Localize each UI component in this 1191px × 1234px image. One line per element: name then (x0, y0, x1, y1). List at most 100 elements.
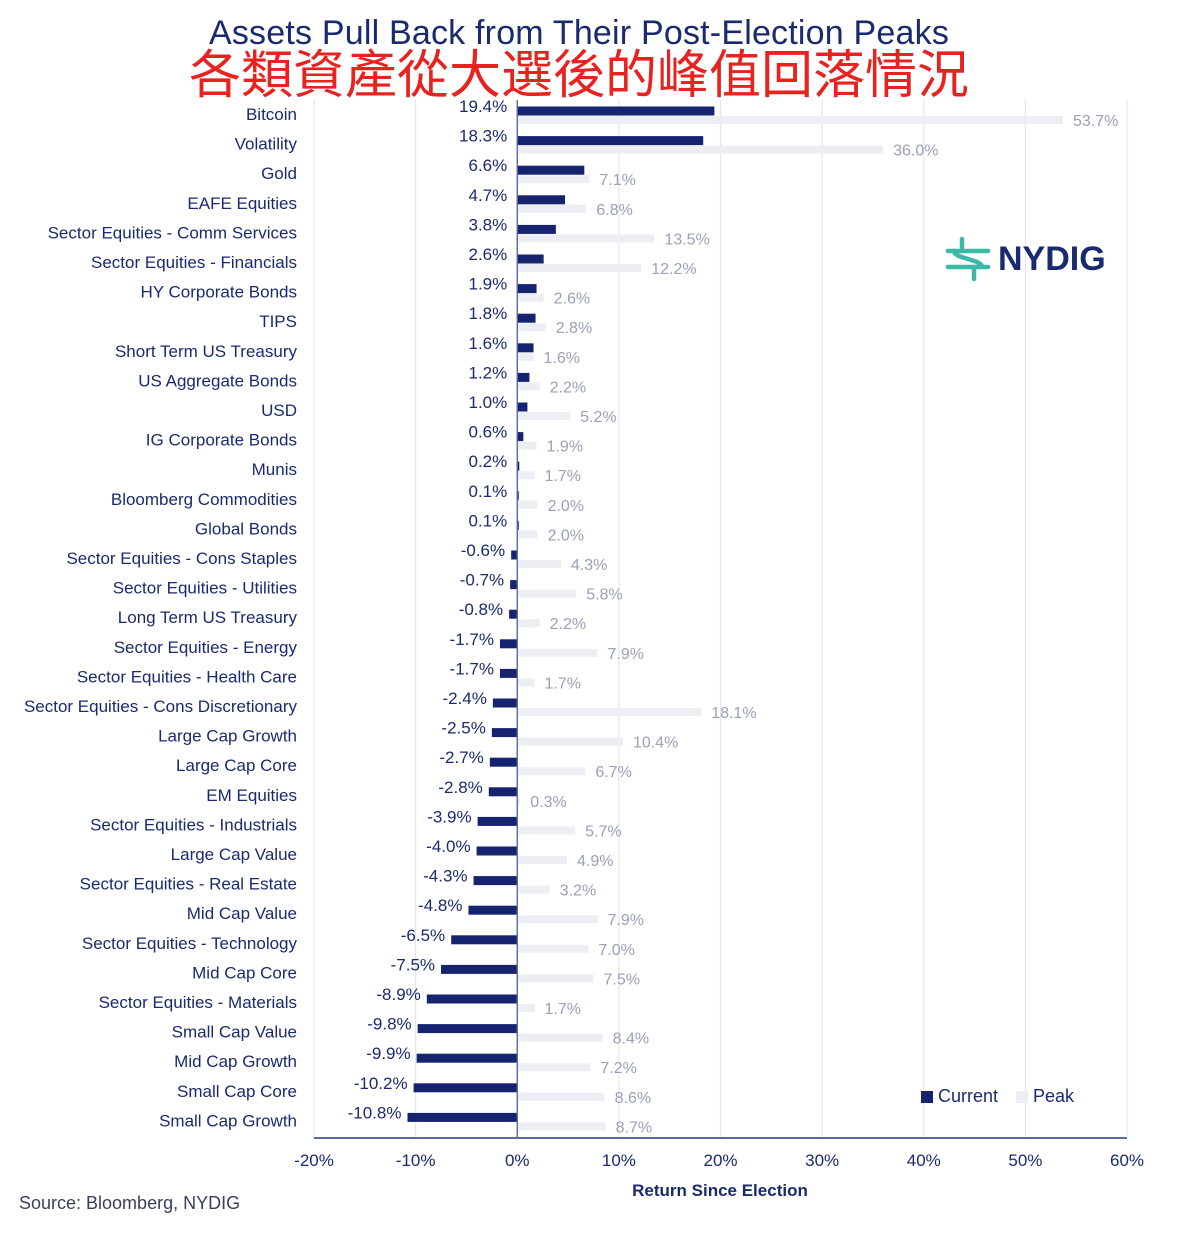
current-bar (477, 816, 518, 826)
peak-value-label: 13.5% (664, 231, 709, 248)
current-bar (499, 639, 518, 649)
peak-bar (517, 234, 655, 243)
current-bar (492, 698, 518, 708)
peak-bar (517, 441, 537, 450)
peak-bar (517, 915, 598, 924)
current-bar (416, 1053, 518, 1063)
value-labels: 53.7% 19.4% 36.0% 18.3% 7.1% 6.6% 6.8% 4.7% 13.5… (348, 97, 1119, 1136)
category-label: USD (261, 401, 297, 420)
category-label: Large Cap Value (171, 845, 297, 864)
current-bar (451, 935, 518, 945)
peak-value-label: 1.7% (545, 675, 581, 692)
peak-bar (517, 145, 884, 154)
current-value-label: -0.8% (459, 600, 503, 619)
peak-bar (517, 412, 571, 420)
peak-bar (517, 648, 598, 657)
peak-bar (517, 737, 623, 746)
x-tick-label: 0% (505, 1151, 530, 1170)
legend-swatch-peak (1016, 1090, 1029, 1103)
category-label: Large Cap Core (176, 756, 297, 775)
category-label: Mid Cap Core (192, 963, 297, 982)
category-label: Bloomberg Commodities (111, 490, 297, 509)
peak-bar (517, 856, 568, 864)
category-label: Sector Equities - Cons Staples (66, 549, 297, 568)
current-value-label: 3.8% (469, 215, 508, 234)
category-label: Sector Equities - Financials (91, 253, 297, 272)
current-bars (407, 106, 715, 1122)
current-bar (473, 876, 518, 886)
current-value-label: -4.3% (423, 867, 467, 886)
peak-value-label: 1.7% (545, 1001, 581, 1018)
peak-value-label: 2.2% (550, 379, 586, 396)
category-label: Small Cap Value (172, 1023, 297, 1042)
current-bar (488, 787, 518, 797)
current-bar (517, 136, 704, 146)
current-bar (517, 461, 520, 471)
category-label: EAFE Equities (187, 194, 297, 213)
peak-value-label: 2.0% (548, 498, 584, 515)
peak-bar (517, 885, 550, 894)
current-value-label: 0.6% (469, 423, 508, 442)
x-tick-label: -10% (396, 1151, 436, 1170)
peak-value-label: 12.2% (651, 261, 696, 278)
peak-value-label: 6.7% (595, 764, 631, 781)
current-value-label: -4.8% (418, 896, 462, 915)
legend-item-peak: Peak (1016, 1086, 1074, 1107)
peak-value-label: 2.2% (550, 616, 586, 633)
current-value-label: -2.5% (441, 719, 485, 738)
category-label: Sector Equities - Real Estate (80, 875, 297, 894)
source-note: Source: Bloomberg, NYDIG (19, 1193, 241, 1213)
peak-bar (517, 678, 535, 687)
peak-bar (517, 619, 540, 628)
peak-bar (517, 530, 538, 539)
logo-wordmark: NYDIG (998, 239, 1106, 278)
peak-bar (517, 204, 587, 213)
current-value-label: -1.7% (450, 659, 494, 678)
current-value-label: -1.7% (450, 630, 494, 649)
current-bar (413, 1083, 518, 1093)
current-value-label: -0.7% (460, 571, 504, 590)
current-value-label: 1.6% (469, 334, 508, 353)
category-label: IG Corporate Bonds (146, 431, 297, 450)
current-value-label: 1.2% (469, 363, 508, 382)
chart-title: Assets Pull Back from Their Post-Electio… (208, 14, 950, 52)
current-bar (517, 106, 715, 116)
category-labels: Bitcoin Volatility Gold EAFE Equities Sector… (24, 105, 298, 1130)
peak-value-label: 7.2% (600, 1060, 636, 1077)
category-label: Gold (261, 164, 297, 183)
x-tick-label: 20% (703, 1151, 737, 1170)
peak-bar (517, 1033, 603, 1042)
current-value-label: -9.8% (367, 1015, 411, 1034)
x-tick-label: 50% (1008, 1151, 1042, 1170)
peak-value-label: 7.9% (608, 646, 644, 663)
peak-value-label: 5.2% (580, 409, 616, 426)
peak-value-label: 7.5% (603, 971, 639, 988)
current-value-label: 6.6% (469, 156, 508, 175)
peak-bar (517, 382, 540, 391)
x-tick-label: 30% (805, 1151, 839, 1170)
current-bar (517, 432, 524, 442)
peak-value-label: 8.7% (616, 1119, 652, 1136)
peak-bar (517, 826, 576, 835)
x-tick-label: -20% (294, 1151, 334, 1170)
current-value-label: -0.6% (461, 541, 505, 560)
x-tick-label: 10% (602, 1151, 636, 1170)
current-value-label: -10.8% (348, 1103, 402, 1122)
peak-bar (517, 767, 586, 776)
peak-value-label: 18.1% (711, 705, 756, 722)
peak-value-label: 8.4% (613, 1031, 649, 1048)
x-tick-label: 40% (907, 1151, 941, 1170)
category-label: Small Cap Growth (159, 1111, 297, 1130)
current-bar (511, 550, 518, 560)
current-value-label: 19.4% (459, 97, 507, 116)
current-bar (468, 905, 518, 915)
category-label: Munis (252, 460, 297, 479)
current-bar (517, 195, 566, 205)
current-bar (517, 491, 519, 501)
current-value-label: -8.9% (376, 985, 420, 1004)
current-value-label: 4.7% (469, 186, 508, 205)
current-bar (407, 1112, 518, 1122)
peak-bar (517, 708, 702, 716)
current-bar (499, 668, 518, 678)
